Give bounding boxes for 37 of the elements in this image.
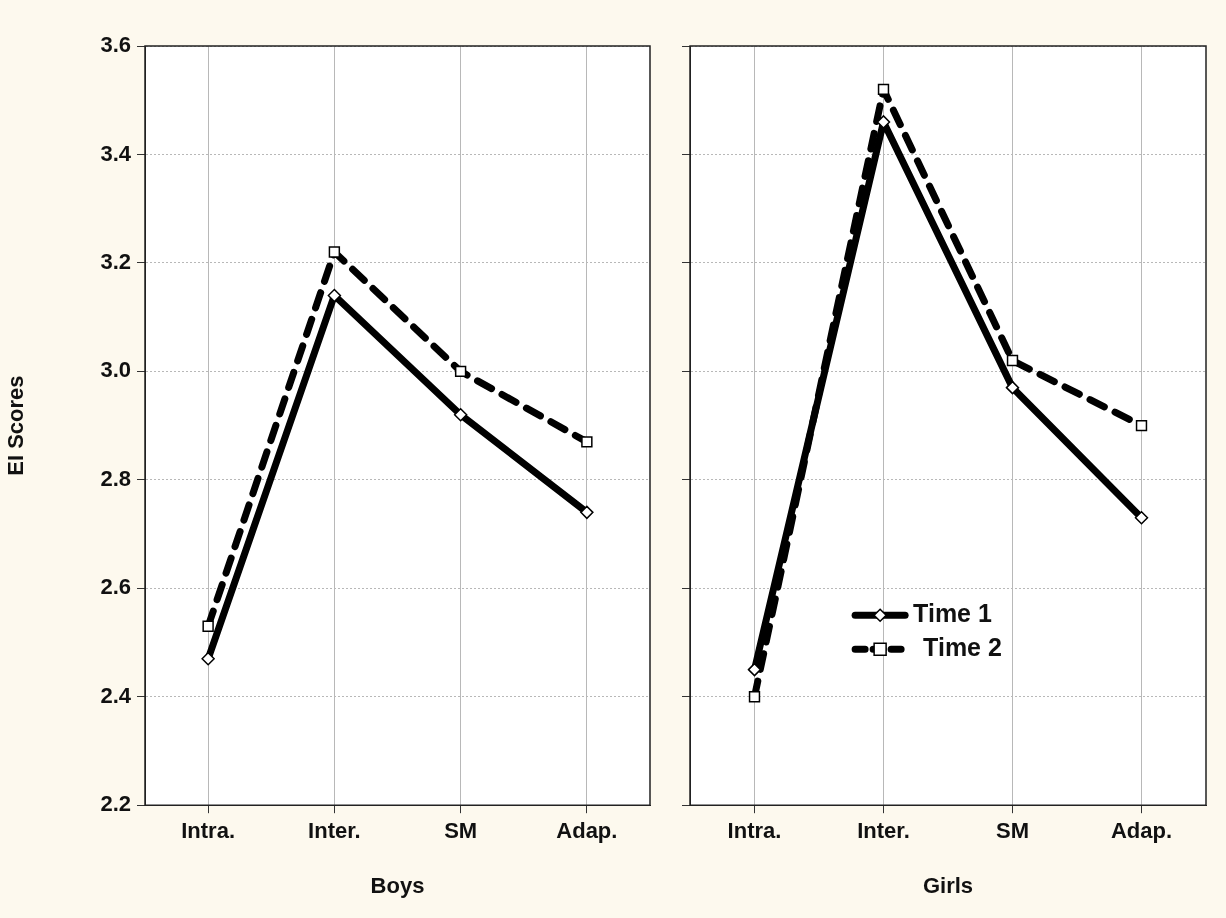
y-tick-label: 2.2 bbox=[100, 791, 131, 817]
point bbox=[453, 408, 468, 422]
point bbox=[454, 365, 467, 378]
point bbox=[747, 662, 762, 677]
point bbox=[877, 83, 890, 96]
point bbox=[876, 115, 891, 129]
point bbox=[1134, 511, 1149, 525]
y-tick-label: 2.6 bbox=[100, 574, 131, 600]
legend-label: Time 2 bbox=[923, 633, 1002, 662]
y-tick-label: 3.2 bbox=[100, 248, 131, 274]
y-axis-title: EI Scores bbox=[3, 375, 29, 476]
x-tick-label: Intra. bbox=[181, 818, 236, 844]
y-tick-label: 3.0 bbox=[100, 357, 131, 383]
x-tick-label: SM bbox=[996, 818, 1029, 844]
point bbox=[748, 691, 761, 703]
point bbox=[581, 436, 593, 448]
point bbox=[1135, 419, 1148, 432]
x-axis-title: Boys bbox=[370, 872, 425, 898]
legend-label: Time 1 bbox=[913, 599, 992, 628]
y-tick-label: 3.4 bbox=[100, 140, 132, 166]
y-tick-label: 2.4 bbox=[100, 682, 132, 708]
point bbox=[201, 652, 215, 666]
x-axis-title: Girls bbox=[922, 872, 974, 898]
x-tick-label: Inter. bbox=[857, 818, 910, 844]
x-tick-label: Intra. bbox=[727, 818, 782, 844]
point bbox=[1005, 380, 1020, 395]
x-tick-label: Inter. bbox=[308, 818, 361, 844]
point bbox=[202, 620, 214, 632]
point bbox=[580, 505, 594, 520]
point bbox=[327, 288, 342, 303]
x-tick-label: Adap. bbox=[556, 818, 618, 844]
y-tick-label: 2.8 bbox=[100, 465, 131, 491]
point bbox=[328, 246, 341, 258]
x-tick-label: Adap. bbox=[1110, 818, 1173, 844]
y-tick-label: 3.6 bbox=[100, 32, 131, 58]
point bbox=[1006, 354, 1019, 367]
x-tick-label: SM bbox=[444, 818, 478, 844]
